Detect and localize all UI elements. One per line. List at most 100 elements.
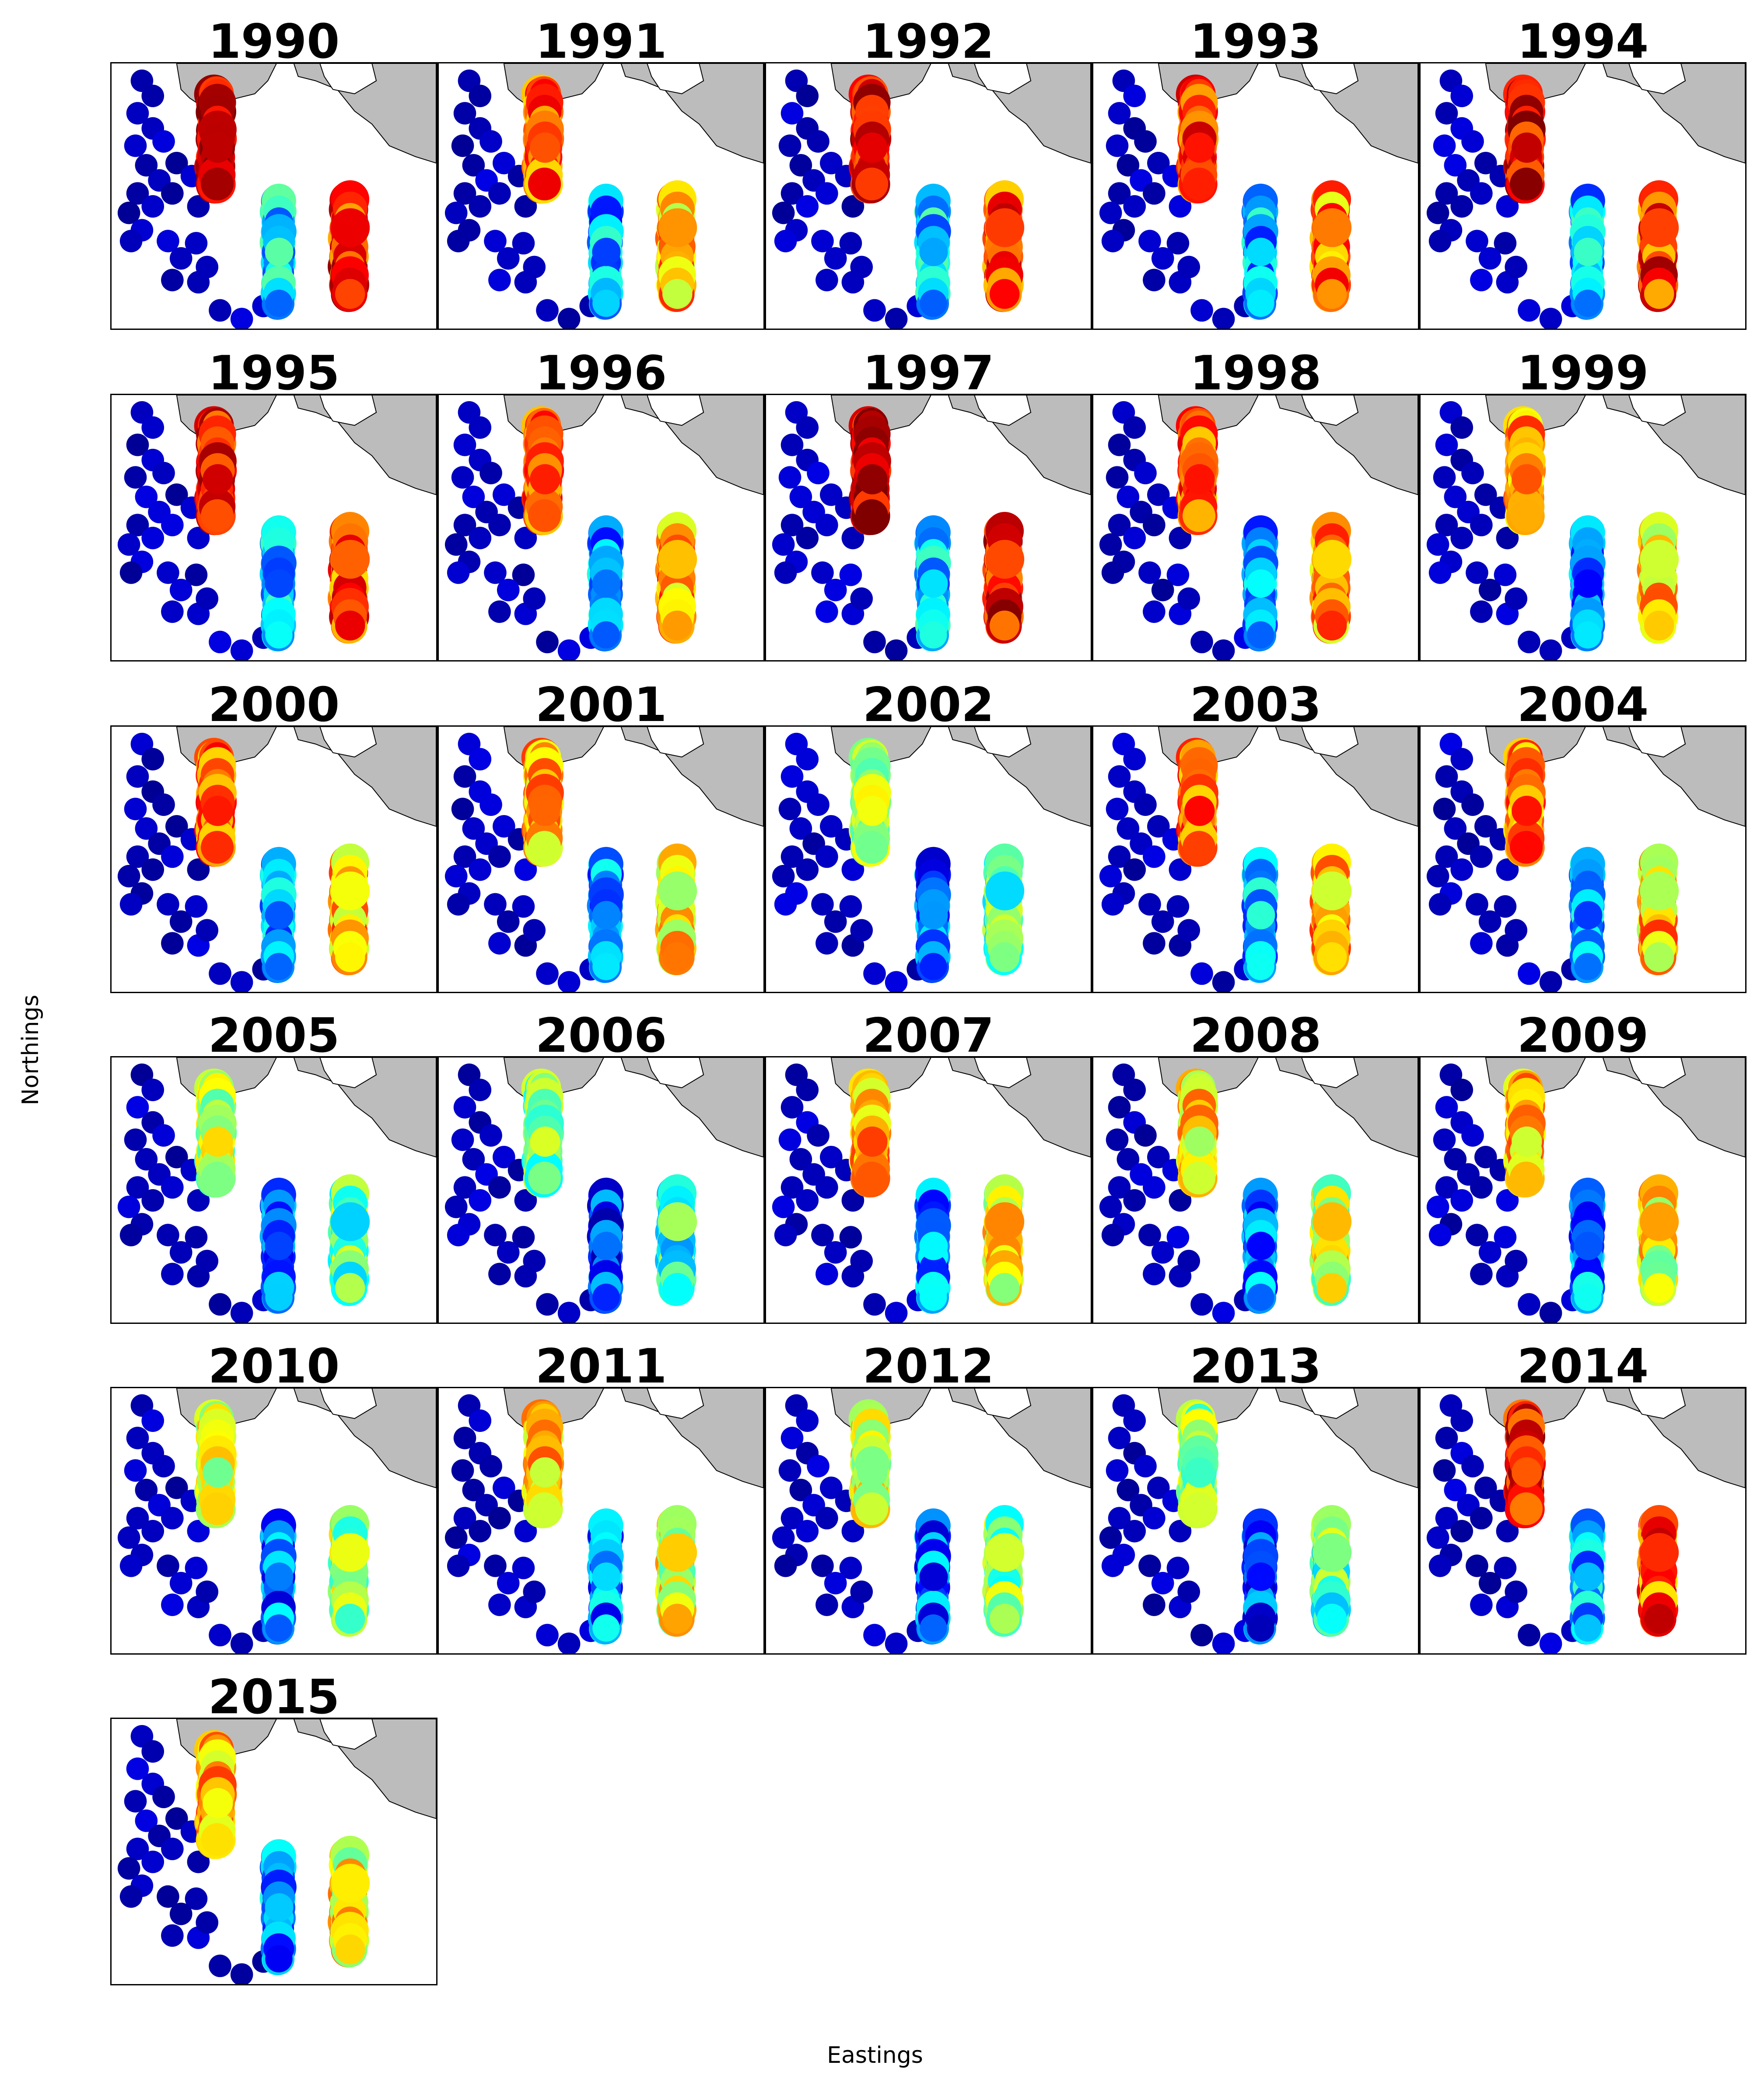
station-point [335, 942, 365, 972]
station-point [523, 1250, 546, 1273]
station-point [126, 1176, 149, 1199]
map-panel-2015 [110, 1718, 438, 1985]
station-point [592, 621, 620, 649]
station-point [497, 1572, 520, 1595]
map-plot-2015 [117, 1719, 436, 1984]
station-point [1312, 208, 1352, 247]
station-point [1435, 1096, 1458, 1119]
station-point [1143, 269, 1166, 291]
station-point [1435, 1176, 1458, 1199]
station-point [1450, 748, 1474, 771]
station-point [557, 1632, 581, 1653]
station-point [169, 1241, 192, 1264]
station-point [1134, 1124, 1157, 1147]
station-point [1518, 630, 1540, 654]
station-point [265, 901, 294, 930]
station-point [126, 765, 149, 788]
station-point [816, 845, 838, 868]
station-point [1426, 864, 1449, 888]
map-panel-2000 [110, 725, 438, 993]
station-point [1450, 527, 1474, 550]
map-plot-2010 [117, 1388, 436, 1653]
station-point [1435, 514, 1458, 536]
station-point [1169, 858, 1192, 881]
station-point [774, 893, 797, 916]
station-point [1134, 793, 1157, 816]
station-point [444, 201, 468, 224]
station-point [493, 1146, 515, 1169]
station-point [187, 195, 210, 218]
station-point [920, 1614, 947, 1642]
station-point [201, 168, 234, 201]
station-point [169, 1902, 192, 1925]
station-point [1106, 466, 1129, 489]
station-point [1478, 247, 1502, 270]
station-point [335, 1603, 365, 1634]
station-point [1151, 247, 1174, 270]
station-point [1512, 132, 1542, 163]
station-point [201, 831, 234, 864]
station-point [1444, 1478, 1467, 1502]
map-panel-2008 [1092, 1056, 1419, 1324]
station-point [152, 1455, 175, 1477]
station-point [536, 1293, 559, 1316]
station-point [1123, 1520, 1146, 1543]
station-point [780, 102, 804, 125]
station-point [1461, 1124, 1484, 1147]
station-point [839, 564, 862, 586]
station-point [592, 953, 620, 980]
station-point [451, 798, 474, 820]
station-point [780, 845, 804, 868]
station-point [469, 195, 492, 218]
station-point [863, 299, 886, 322]
sea-inlet [319, 63, 377, 94]
station-point [444, 864, 468, 888]
station-point [1444, 817, 1467, 840]
station-point [165, 483, 188, 506]
station-point [1539, 1302, 1562, 1323]
map-panel-2001 [438, 725, 765, 993]
station-point [1428, 1554, 1452, 1577]
station-point [126, 1838, 149, 1860]
map-plot-2006 [444, 1057, 763, 1323]
station-point [161, 600, 184, 623]
station-point [1428, 893, 1452, 916]
station-point [1474, 152, 1497, 175]
station-point [135, 1478, 158, 1502]
station-point [839, 1557, 862, 1579]
station-point [841, 1520, 864, 1543]
station-point [989, 1603, 1020, 1634]
panel-title-1997: 1997 [862, 346, 994, 401]
station-point [1212, 639, 1235, 660]
station-point [1123, 858, 1146, 881]
sea-inlet [647, 1388, 704, 1419]
station-point [1147, 483, 1170, 506]
station-point [1470, 845, 1493, 868]
sea-inlet [1628, 395, 1686, 426]
station-point [1147, 1146, 1170, 1169]
station-point [1505, 1250, 1528, 1273]
station-point [265, 569, 294, 598]
station-point [863, 1624, 886, 1647]
station-point [1450, 1078, 1474, 1102]
map-panel-1995 [110, 394, 438, 662]
station-point [230, 639, 253, 660]
station-point [1644, 1603, 1674, 1634]
station-point [1123, 84, 1146, 108]
station-point [824, 1241, 847, 1264]
station-point [469, 1189, 492, 1212]
station-point [512, 895, 535, 918]
map-panel-1999 [1419, 394, 1746, 662]
station-point [863, 962, 886, 985]
station-point [124, 1459, 147, 1482]
station-point [1470, 514, 1493, 536]
station-point [1106, 134, 1129, 157]
station-point [187, 1189, 210, 1212]
map-plot-2001 [444, 727, 763, 992]
map-panel-1997 [765, 394, 1092, 662]
station-point [469, 858, 492, 881]
station-point [1108, 102, 1131, 125]
panel-title-2007: 2007 [862, 1008, 994, 1063]
panel-title-2013: 2013 [1190, 1339, 1322, 1394]
station-point [1101, 230, 1124, 252]
